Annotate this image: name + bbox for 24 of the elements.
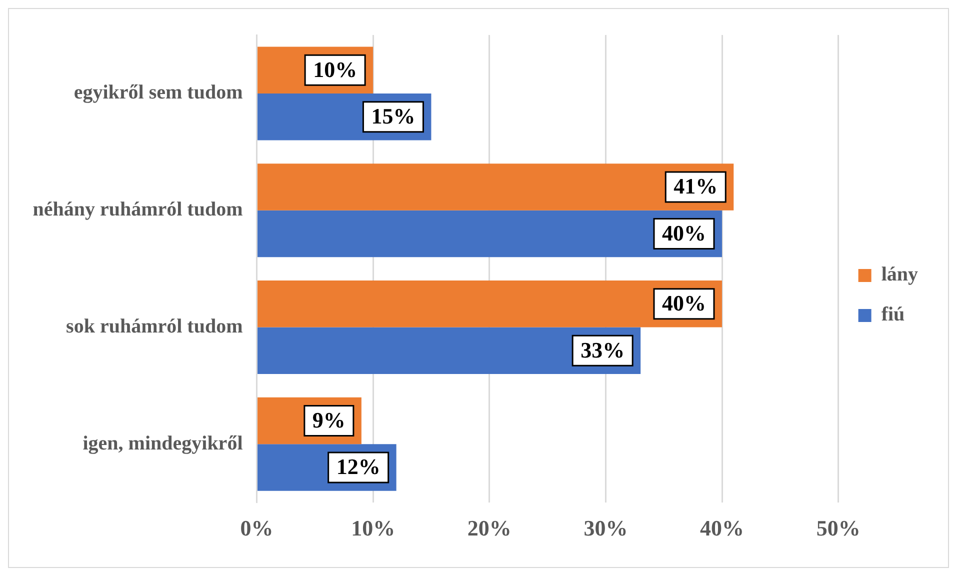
bar [258, 327, 641, 374]
data-label: 40% [662, 290, 706, 316]
data-label: 9% [312, 407, 346, 432]
data-label: 40% [662, 220, 706, 246]
y-tick-label: sok ruhámról tudom [66, 315, 244, 338]
x-tick-label: 20% [467, 515, 512, 540]
x-tick-label: 10% [351, 515, 396, 540]
x-tick-label: 30% [584, 515, 628, 540]
bar [258, 164, 734, 210]
x-tick-label: 0% [240, 515, 274, 540]
y-tick-label: néhány ruhámról tudom [32, 198, 244, 221]
bar [258, 280, 722, 328]
data-label: 41% [674, 174, 718, 199]
data-label: 15% [371, 104, 416, 129]
data-label: 33% [580, 337, 625, 362]
y-tick-label: egyikről sem tudom [74, 82, 244, 104]
legend-label: fiú [881, 304, 905, 326]
y-tick-label: igen, mindegyikről [82, 432, 244, 454]
x-tick-label: 40% [700, 515, 744, 540]
legend-label: lány [881, 264, 918, 286]
data-label: 12% [336, 454, 380, 480]
x-tick-label: 50% [816, 515, 860, 540]
bar [258, 210, 722, 258]
data-label: 10% [313, 56, 358, 82]
